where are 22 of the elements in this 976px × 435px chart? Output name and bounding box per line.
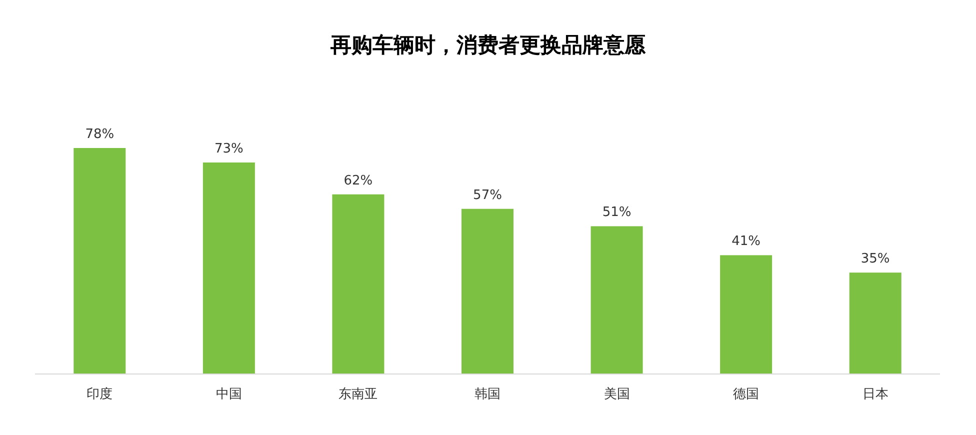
x-tick-label: 中国 [216,387,242,402]
x-tick-label: 美国 [604,386,630,402]
chart-title: 再购车辆时，消费者更换品牌意愿 [330,33,646,57]
bar [462,208,514,374]
bar [590,226,643,374]
bar [202,162,255,374]
data-label: 78% [85,127,114,142]
x-tick-label: 日本 [862,387,888,402]
x-tick-label: 德国 [733,387,760,402]
data-label: 35% [860,252,890,267]
x-tick-label: 韩国 [474,387,500,402]
data-label: 73% [214,141,244,156]
x-tick-label: 东南亚 [338,387,378,402]
bar [74,148,126,374]
x-tick-label: 印度 [86,386,113,402]
bar [849,272,902,374]
bar [332,194,384,374]
data-label: 51% [602,205,632,220]
data-label: 41% [732,234,761,250]
data-label: 57% [473,188,502,203]
data-label: 62% [344,173,373,188]
bar [720,255,772,374]
